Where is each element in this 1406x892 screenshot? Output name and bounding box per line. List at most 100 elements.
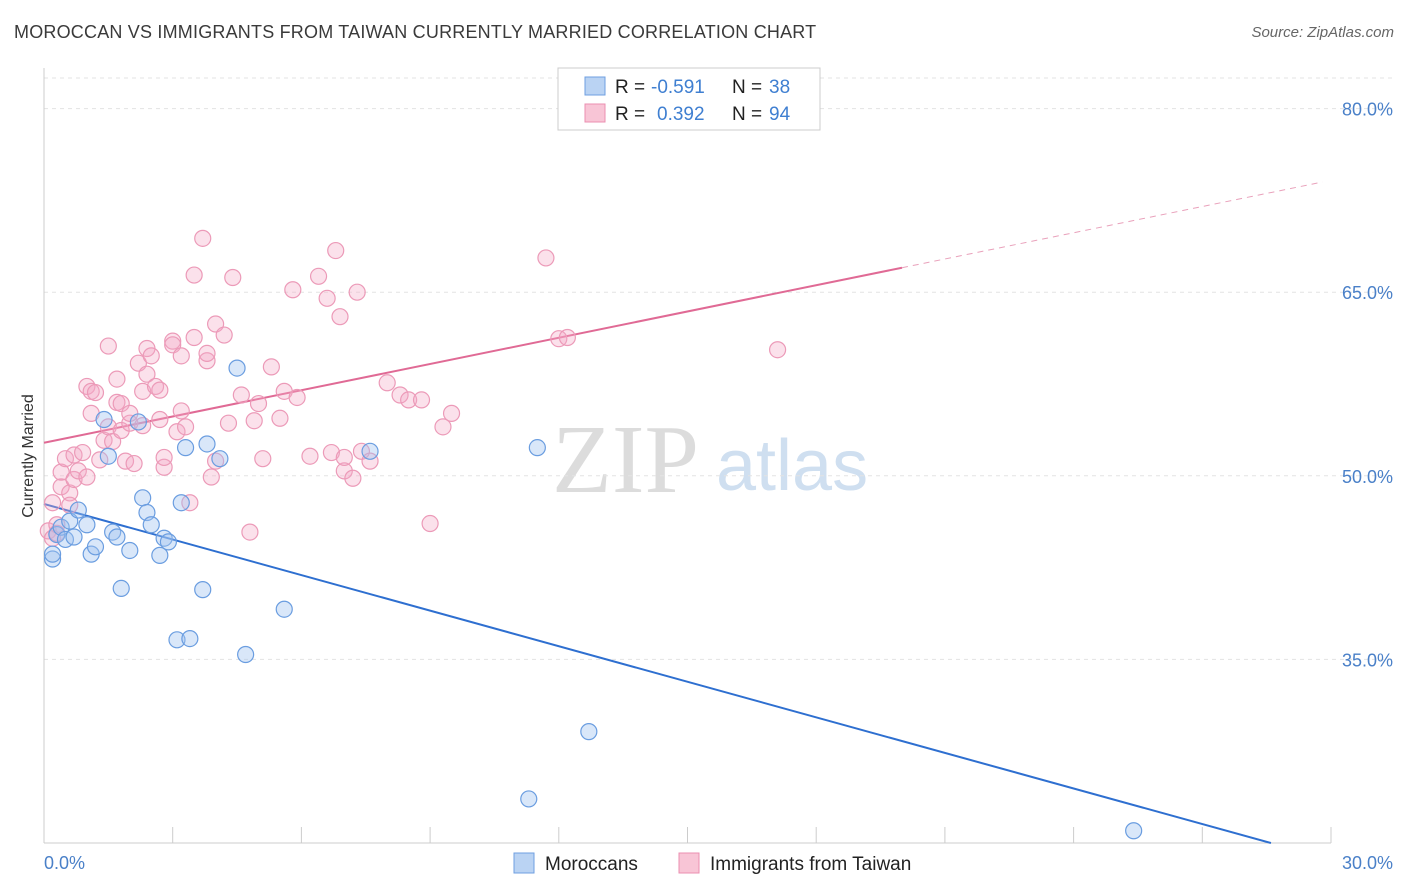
taiwan-point bbox=[322, 443, 341, 462]
taiwan-point bbox=[86, 383, 105, 402]
taiwan-point bbox=[245, 412, 263, 430]
taiwan-point bbox=[327, 241, 345, 260]
moroccan-point bbox=[134, 489, 152, 507]
taiwan-point bbox=[112, 394, 130, 413]
y-tick-label: 50.0% bbox=[1342, 467, 1393, 487]
taiwan-point bbox=[65, 470, 83, 489]
taiwan-point bbox=[309, 267, 328, 285]
taiwan-point bbox=[232, 386, 250, 404]
taiwan-points bbox=[39, 229, 787, 547]
moroccan-point bbox=[108, 528, 126, 546]
legend-r-value-1: -0.591 bbox=[651, 77, 705, 98]
taiwan-point bbox=[262, 358, 280, 376]
legend-n-value-1: 38 bbox=[769, 77, 790, 98]
moroccan-point bbox=[520, 790, 538, 808]
taiwan-point bbox=[194, 229, 212, 247]
series-legend: Moroccans Immigrants from Taiwan bbox=[513, 852, 911, 875]
taiwan-point bbox=[52, 463, 70, 481]
taiwan-point bbox=[224, 268, 242, 287]
legend-r-value-2: 0.392 bbox=[657, 104, 705, 125]
y-tick-label: 35.0% bbox=[1342, 650, 1393, 670]
taiwan-point bbox=[249, 394, 268, 413]
taiwan-point bbox=[121, 414, 139, 432]
taiwan-point bbox=[151, 381, 169, 399]
legend-swatch-moroccans bbox=[584, 76, 606, 96]
taiwan-point bbox=[241, 523, 259, 541]
taiwan-point bbox=[344, 469, 362, 487]
taiwan-point bbox=[768, 341, 787, 359]
bottom-legend-label-moroccans: Moroccans bbox=[545, 854, 638, 875]
y-tick-label: 80.0% bbox=[1342, 100, 1393, 120]
bottom-legend-swatch-moroccans bbox=[513, 852, 535, 874]
taiwan-point bbox=[318, 289, 336, 307]
taiwan-point bbox=[335, 462, 353, 480]
moroccan-point bbox=[275, 600, 293, 618]
taiwan-point bbox=[176, 418, 195, 436]
taiwan-point bbox=[434, 418, 452, 436]
legend-swatch-taiwan bbox=[584, 103, 606, 123]
taiwan-point bbox=[442, 404, 461, 422]
axes bbox=[43, 68, 1332, 844]
moroccan-point bbox=[142, 516, 160, 534]
trend-lines bbox=[43, 181, 1323, 844]
taiwan-trend-line bbox=[43, 266, 903, 444]
y-tick-labels: 35.0% 50.0% 65.0% 80.0% bbox=[1342, 100, 1393, 671]
taiwan-trend-extension bbox=[901, 181, 1323, 269]
moroccan-point bbox=[580, 723, 598, 741]
taiwan-point bbox=[361, 452, 379, 470]
moroccan-point bbox=[176, 439, 195, 457]
moroccan-point bbox=[181, 629, 199, 648]
taiwan-point bbox=[400, 391, 418, 409]
moroccan-point bbox=[1125, 822, 1143, 840]
taiwan-point bbox=[288, 388, 306, 407]
bottom-legend-label-taiwan: Immigrants from Taiwan bbox=[710, 854, 911, 875]
moroccan-point bbox=[172, 494, 190, 512]
taiwan-point bbox=[155, 448, 173, 467]
taiwan-point bbox=[125, 454, 143, 473]
y-tick-label: 65.0% bbox=[1342, 283, 1393, 303]
taiwan-point bbox=[348, 283, 366, 301]
taiwan-point bbox=[558, 328, 576, 347]
moroccan-points bbox=[43, 359, 1143, 840]
taiwan-point bbox=[56, 450, 75, 468]
legend-n-label-2: N = bbox=[732, 104, 762, 125]
taiwan-point bbox=[421, 514, 439, 533]
moroccan-point bbox=[65, 528, 83, 546]
grid-lines bbox=[44, 77, 1392, 660]
taiwan-point bbox=[185, 266, 203, 284]
taiwan-point bbox=[198, 352, 216, 370]
taiwan-point bbox=[91, 451, 109, 469]
moroccan-point bbox=[112, 579, 130, 598]
taiwan-point bbox=[164, 332, 182, 350]
moroccan-point bbox=[69, 501, 87, 519]
taiwan-point bbox=[172, 347, 190, 365]
taiwan-point bbox=[271, 409, 289, 427]
chart-title: MOROCCAN VS IMMIGRANTS FROM TAIWAN CURRE… bbox=[14, 22, 817, 42]
moroccan-point bbox=[129, 413, 147, 431]
taiwan-point bbox=[331, 308, 349, 326]
taiwan-point bbox=[412, 391, 431, 409]
taiwan-point bbox=[335, 448, 353, 467]
taiwan-point bbox=[108, 370, 126, 388]
moroccan-point bbox=[43, 545, 62, 563]
moroccan-point bbox=[361, 442, 379, 460]
legend-r-label-1: R = bbox=[615, 77, 645, 98]
taiwan-point bbox=[142, 347, 160, 365]
taiwan-point bbox=[537, 249, 555, 267]
legend-r-label-2: R = bbox=[615, 104, 645, 125]
taiwan-point bbox=[69, 462, 87, 480]
moroccan-point bbox=[237, 645, 255, 664]
moroccan-point bbox=[528, 439, 546, 457]
taiwan-point bbox=[99, 337, 117, 355]
legend-n-value-2: 94 bbox=[769, 104, 791, 125]
taiwan-point bbox=[219, 414, 238, 432]
taiwan-point bbox=[215, 326, 233, 344]
taiwan-point bbox=[550, 330, 568, 348]
bottom-legend-swatch-taiwan bbox=[678, 852, 700, 874]
taiwan-point bbox=[284, 281, 302, 299]
moroccan-point bbox=[211, 450, 229, 468]
moroccan-point bbox=[159, 533, 178, 551]
taiwan-point bbox=[185, 328, 203, 347]
moroccan-point bbox=[228, 359, 246, 377]
